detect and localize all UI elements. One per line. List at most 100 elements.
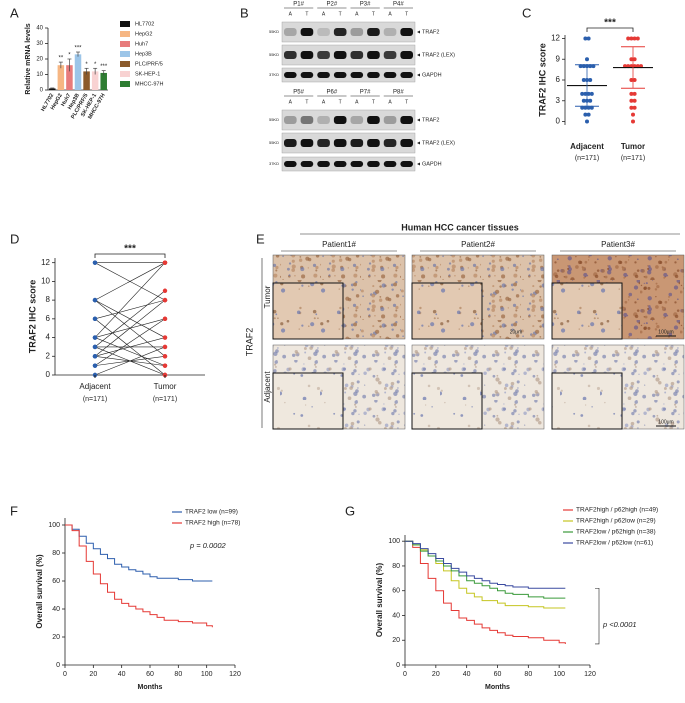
blot-strip	[281, 44, 416, 66]
pair-line	[94, 299, 166, 320]
marker-label: 37KD	[269, 161, 279, 166]
band-label: TRAF2 (LEX)	[422, 52, 455, 58]
y-tick-label: 0	[556, 117, 561, 126]
legend-swatch	[120, 21, 130, 27]
band-label: TRAF2	[422, 117, 439, 123]
ihc-inset	[551, 372, 623, 430]
bar	[83, 71, 90, 90]
bar	[100, 72, 107, 90]
y-axis-label: TRAF2 IHC score	[537, 43, 547, 117]
y-tick-label: 20	[36, 57, 43, 63]
blot-band	[284, 72, 297, 78]
blot-band	[400, 72, 413, 78]
blot-strip	[281, 156, 416, 172]
band-arrow	[417, 73, 420, 77]
data-point	[629, 98, 634, 103]
data-point	[92, 260, 98, 265]
band-arrow	[417, 30, 420, 34]
lane-label: T	[405, 11, 408, 17]
blot-band	[367, 161, 380, 167]
marker-label: 55KD	[269, 29, 279, 34]
y-axis-label: Overall survival (%)	[35, 554, 44, 629]
y-tick-label: 20	[392, 637, 400, 644]
p-value: p = 0.0002	[189, 541, 226, 550]
stain-label: TRAF2	[244, 328, 254, 357]
y-tick-label: 0	[46, 370, 51, 379]
data-point	[585, 57, 589, 62]
blot-band	[367, 51, 380, 59]
blot-strip	[281, 21, 416, 43]
lane-label: T	[305, 11, 308, 17]
scale-bar-label: 20μm	[510, 329, 523, 335]
legend-label: TRAF2low / p62high (n=38)	[576, 529, 656, 536]
data-point	[631, 112, 635, 117]
x-tick-label: 80	[174, 671, 182, 678]
blot-band	[383, 51, 397, 59]
ihc-inset	[272, 282, 344, 340]
legend-label: SK-HEP-1	[135, 71, 160, 77]
significance-bracket	[586, 27, 634, 32]
y-tick-label: 40	[36, 26, 43, 32]
significance: *	[68, 53, 71, 59]
data-point	[632, 105, 637, 110]
x-tick-label: 120	[229, 671, 241, 678]
significance: *	[94, 62, 97, 68]
x-tick-label: 0	[403, 671, 407, 678]
pair-line	[94, 337, 166, 357]
panel-label: B	[240, 5, 249, 20]
y-tick-label: 8	[46, 295, 51, 304]
data-point	[162, 354, 168, 359]
y-tick-label: 20	[52, 634, 60, 641]
data-point	[581, 78, 586, 82]
blot-band	[350, 116, 364, 124]
x-tick-label: 20	[89, 671, 97, 678]
blot-band	[400, 161, 413, 167]
blot-band	[350, 51, 364, 59]
y-tick-label: 4	[46, 333, 51, 342]
y-tick-label: 80	[52, 550, 60, 557]
pair-line	[94, 290, 166, 348]
significance: ***	[100, 64, 108, 70]
y-tick-label: 10	[41, 277, 50, 286]
band-arrow	[417, 162, 420, 166]
chart-title: ***	[124, 244, 136, 255]
blot-band	[300, 161, 314, 167]
legend-label: PLC/PRF/5	[135, 61, 163, 67]
bar	[74, 54, 82, 90]
data-point	[162, 335, 168, 340]
panel-label: G	[345, 503, 355, 518]
bar	[91, 71, 99, 90]
marker-label: 37KD	[269, 72, 279, 77]
legend-label: TRAF2high / p62low (n=29)	[576, 518, 656, 525]
survival-curve	[405, 540, 566, 609]
y-axis-label: Overall survival (%)	[375, 563, 384, 638]
blot-band	[284, 139, 297, 147]
data-point	[580, 91, 585, 96]
blot-band	[300, 116, 314, 124]
blot-band	[317, 116, 330, 124]
y-tick-label: 0	[40, 88, 44, 94]
blot-band	[317, 161, 330, 167]
x-axis-label: Months	[485, 684, 510, 691]
blot-band	[300, 72, 314, 78]
blot-strip	[281, 109, 416, 131]
y-tick-label: 6	[556, 75, 561, 84]
blot-band	[383, 116, 397, 124]
x-tick-label: 100	[201, 671, 213, 678]
legend-label: HepG2	[135, 31, 152, 37]
survival-curve	[405, 540, 566, 599]
ihc-title: Human HCC cancer tissues	[401, 222, 519, 232]
pair-line	[94, 337, 166, 366]
blot-band	[367, 72, 380, 78]
pair-line	[94, 299, 166, 357]
data-point	[586, 112, 591, 117]
y-tick-label: 6	[46, 314, 51, 323]
data-point	[92, 297, 98, 303]
y-tick-label: 80	[392, 563, 400, 570]
pair-line	[94, 262, 166, 338]
y-tick-label: 40	[392, 612, 400, 619]
blot-band	[367, 139, 380, 147]
legend-label: TRAF2low / p62low (n=61)	[576, 540, 653, 547]
blot-band	[284, 28, 297, 36]
